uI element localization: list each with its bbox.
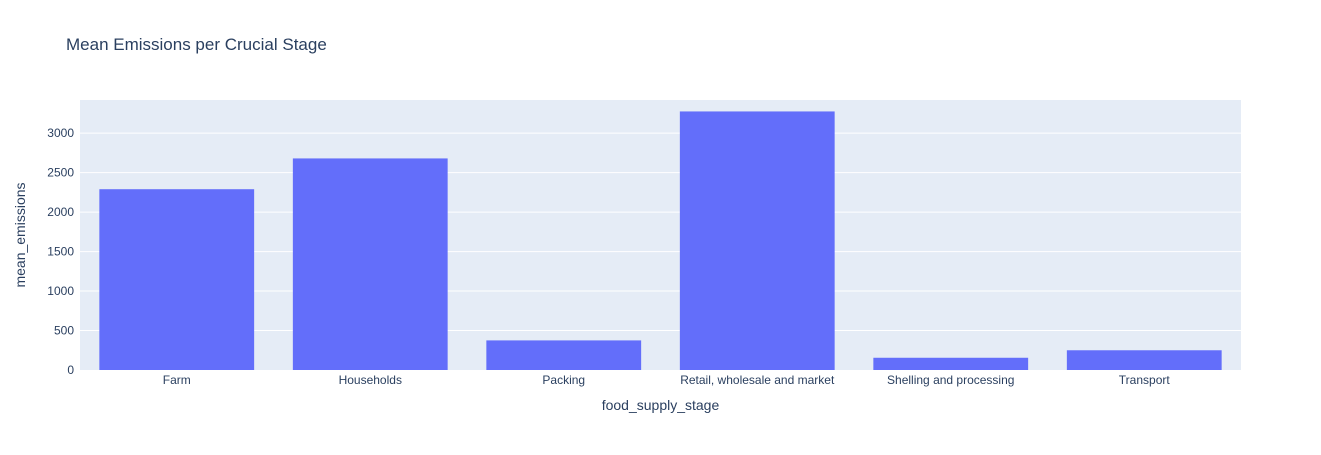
y-tick-label: 500 — [54, 324, 74, 338]
y-tick-label: 1500 — [47, 245, 74, 259]
x-tick-label: Transport — [1119, 373, 1171, 387]
x-tick-label: Retail, wholesale and market — [680, 373, 835, 387]
bar-households[interactable] — [292, 158, 448, 370]
x-axis-ticks: Farm Households Packing Retail, wholesale a… — [163, 373, 1171, 387]
x-tick-label: Packing — [542, 373, 585, 387]
bar-retail-wholesale-and-market[interactable] — [679, 111, 835, 371]
bar-packing[interactable] — [486, 340, 642, 370]
gridlines — [80, 132, 1241, 332]
y-tick-label: 3000 — [47, 126, 74, 140]
y-axis-ticks: 0 500 1000 1500 2000 2500 3000 — [47, 126, 74, 377]
x-tick-label: Households — [339, 373, 402, 387]
chart-title: Mean Emissions per Crucial Stage — [66, 35, 327, 54]
plot-area — [80, 100, 1241, 370]
x-tick-label: Farm — [163, 373, 191, 387]
y-tick-label: 0 — [67, 363, 74, 377]
x-tick-label: Shelling and processing — [887, 373, 1014, 387]
bar-farm[interactable] — [99, 189, 255, 370]
y-tick-label: 1000 — [47, 284, 74, 298]
y-tick-label: 2500 — [47, 166, 74, 180]
y-tick-label: 2000 — [47, 205, 74, 219]
x-axis-title: food_supply_stage — [602, 397, 720, 413]
bar-transport[interactable] — [1066, 350, 1222, 370]
bar-shelling-and-processing[interactable] — [873, 357, 1029, 370]
y-axis-title: mean_emissions — [12, 182, 28, 287]
bars — [99, 111, 1222, 371]
